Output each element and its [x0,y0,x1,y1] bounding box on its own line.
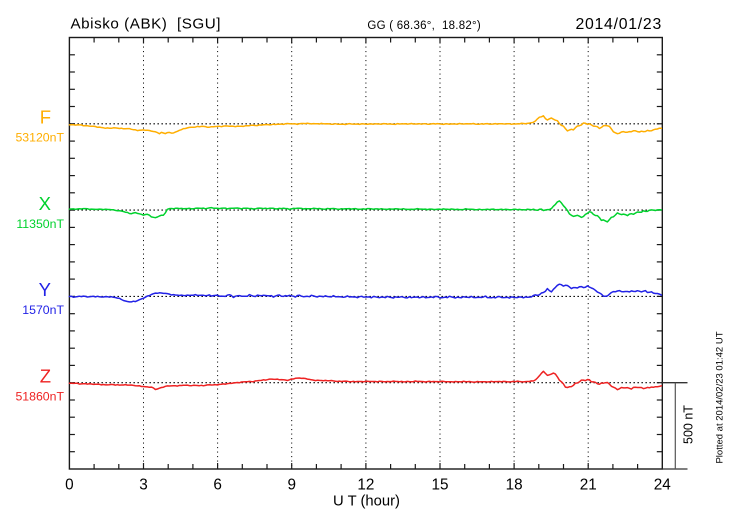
svg-text:F: F [40,107,51,128]
svg-text:11350nT: 11350nT [16,217,64,231]
svg-text:18: 18 [506,476,523,493]
svg-text:0: 0 [65,476,74,493]
svg-text:Abisko (ABK) [SGU]: Abisko (ABK) [SGU] [71,15,222,32]
svg-text:500 nT: 500 nT [681,405,695,444]
svg-text:GG ( 68.36°, 18.82°): GG ( 68.36°, 18.82°) [367,20,481,32]
svg-text:12: 12 [357,476,374,493]
svg-text:Z: Z [40,365,51,386]
svg-text:24: 24 [654,476,672,493]
svg-text:15: 15 [431,476,448,493]
svg-text:U T (hour): U T (hour) [333,493,400,509]
svg-text:2014/01/23: 2014/01/23 [575,16,662,33]
svg-text:X: X [39,193,51,214]
svg-text:9: 9 [287,476,296,493]
svg-text:Y: Y [39,279,51,300]
svg-text:51860nT: 51860nT [15,390,64,404]
svg-text:Plotted at 2014/02/23 01:42 UT: Plotted at 2014/02/23 01:42 UT [715,331,726,463]
svg-text:3: 3 [139,476,148,493]
svg-text:21: 21 [580,476,597,493]
svg-text:53120nT: 53120nT [15,131,64,145]
svg-text:6: 6 [213,476,222,493]
svg-text:1570nT: 1570nT [22,303,64,317]
